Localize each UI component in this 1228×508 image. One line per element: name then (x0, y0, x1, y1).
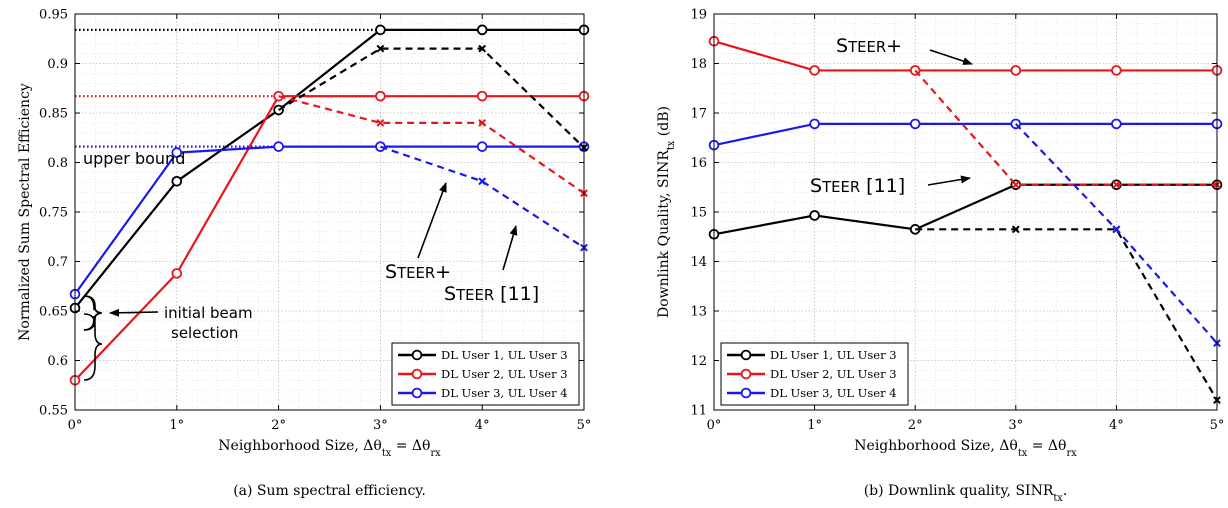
y-tick-label: 13 (690, 305, 707, 320)
panel-a: 0° 1° 2° 3° 4° 5° 0.55 0.6 0.65 0.7 0.75 0.8 0.85 0.9… (17, 8, 591, 500)
steer-arrow (503, 226, 516, 270)
circle-marker (1112, 66, 1121, 75)
legend-entry: DL User 1, UL User 3 (770, 348, 897, 362)
circle-marker (478, 92, 487, 101)
upper-bound-label: upper bound (83, 149, 185, 168)
steer-plus-label: STEER+ (385, 261, 451, 283)
circle-marker (478, 142, 487, 151)
panel-b: 0° 1° 2° 3° 4° 5° 11 12 13 14 15 16 17 18 19 Neighborho… (656, 8, 1224, 504)
y-tick-label: 19 (690, 8, 707, 23)
y-tick-label: 17 (690, 107, 707, 122)
legend-swatch-marker (742, 351, 751, 360)
steer-series-line-4 (915, 70, 1217, 184)
steer-label: STEER [11] (444, 283, 539, 305)
y-tick-label: 0.9 (47, 57, 68, 72)
x-tick-label: 5° (1210, 418, 1225, 433)
steer-series-line-3 (915, 229, 1217, 400)
circle-marker (1112, 119, 1121, 128)
circle-marker (810, 119, 819, 128)
y-tick-label: 0.95 (39, 8, 68, 23)
y-tick-label: 0.75 (39, 206, 68, 221)
initial-beam-label-2: selection (171, 324, 238, 342)
steer-arrow-b (928, 178, 970, 185)
legend-swatch-marker (413, 370, 422, 379)
circle-marker (376, 92, 385, 101)
y-tick-label: 14 (690, 255, 707, 270)
y-tick-label: 18 (690, 57, 707, 72)
y-tick-label: 15 (690, 206, 707, 221)
x-tick-label: 0° (707, 418, 722, 433)
x-tick-label: 2° (271, 418, 286, 433)
y-tick-label: 0.6 (47, 354, 68, 369)
x-tick-label: 2° (908, 418, 923, 433)
legend-swatch-marker (413, 351, 422, 360)
legend-entry: DL User 3, UL User 4 (770, 386, 897, 400)
circle-marker (376, 25, 385, 34)
x-tick-label: 4° (475, 418, 490, 433)
y-tick-label: 12 (690, 354, 707, 369)
y-axis-label: Normalized Sum Spectral Efficiency (17, 83, 33, 341)
legend-swatch-marker (742, 370, 751, 379)
y-axis-label: Downlink Quality, SINRtx (dB) (656, 106, 677, 318)
steerplus-series-line-1 (714, 41, 1217, 70)
y-tick-label: 0.65 (39, 305, 68, 320)
x-tick-label: 1° (807, 418, 822, 433)
steerplus-series-line-1 (75, 96, 584, 380)
initial-beam-arrow (110, 312, 158, 313)
steer-series-line-5 (1016, 124, 1217, 343)
circle-marker (274, 142, 283, 151)
circle-marker (478, 25, 487, 34)
y-tick-label: 11 (690, 404, 707, 419)
steerplus-series-line-2 (75, 147, 584, 295)
steer-series-line-4 (279, 96, 584, 193)
x-axis-label: Neighborhood Size, Δθtx = Δθrx (218, 438, 441, 459)
circle-marker (810, 66, 819, 75)
x-tick-label: 0° (68, 418, 83, 433)
steer-plus-arrow-b (930, 50, 972, 64)
y-tick-label: 0.55 (39, 404, 68, 419)
steer-plus-arrow (418, 183, 446, 258)
steer-label-b: STEER [11] (810, 175, 905, 197)
y-tick-label: 0.7 (47, 255, 68, 270)
initial-beam-label-1: initial beam (164, 304, 253, 322)
circle-marker (172, 177, 181, 186)
figure-caption: (b) Downlink quality, SINRtx. (864, 483, 1068, 504)
steer-plus-label-b: STEER+ (836, 35, 902, 57)
circle-marker (172, 269, 181, 278)
legend-entry: DL User 1, UL User 3 (441, 348, 568, 362)
x-axis-label: Neighborhood Size, Δθtx = Δθrx (854, 438, 1077, 459)
circle-marker (1011, 66, 1020, 75)
y-tick-label: 16 (690, 156, 707, 171)
figure-caption: (a) Sum spectral efficiency. (233, 483, 426, 499)
x-tick-label: 4° (1109, 418, 1124, 433)
x-tick-label: 1° (169, 418, 184, 433)
circle-marker (810, 211, 819, 220)
legend-swatch-marker (413, 389, 422, 398)
legend-entry: DL User 2, UL User 3 (770, 367, 897, 381)
y-tick-label: 0.8 (47, 156, 68, 171)
legend-entry: DL User 2, UL User 3 (441, 367, 568, 381)
x-tick-label: 5° (577, 418, 592, 433)
legend-swatch-marker (742, 389, 751, 398)
circle-marker (911, 119, 920, 128)
x-tick-label: 3° (373, 418, 388, 433)
steerplus-series-line-0 (75, 30, 584, 308)
y-tick-label: 0.85 (39, 107, 68, 122)
x-tick-label: 3° (1008, 418, 1023, 433)
legend-entry: DL User 3, UL User 4 (441, 386, 568, 400)
